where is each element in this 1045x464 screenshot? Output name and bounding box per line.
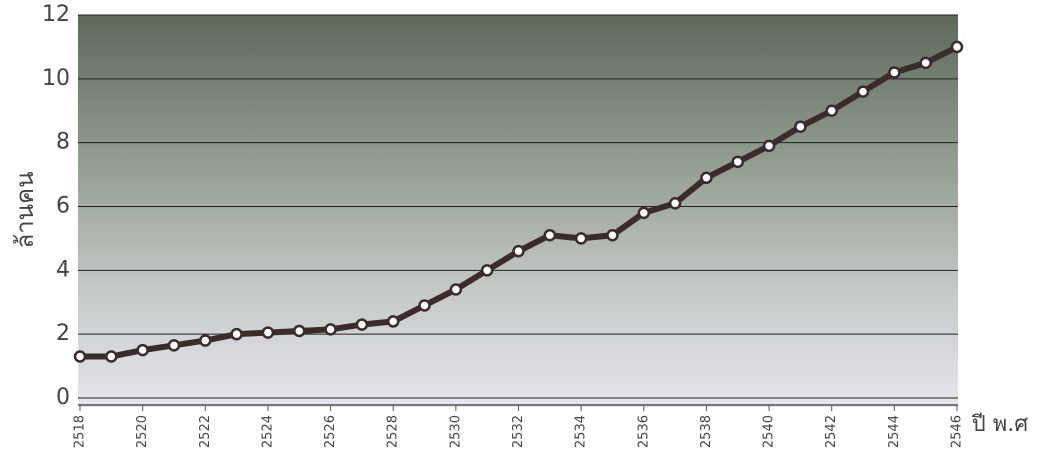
plot-area <box>78 15 958 407</box>
point <box>167 339 181 352</box>
y-tick-label: 12 <box>42 2 70 27</box>
y-tick-label: 10 <box>42 66 70 91</box>
point <box>825 104 838 117</box>
point <box>293 324 306 338</box>
x-tick-label: 2532 <box>511 415 526 448</box>
point <box>136 343 149 357</box>
y-tick-label: 6 <box>56 194 70 219</box>
x-tick-label: 2530 <box>448 415 463 448</box>
x-tick-label: 2528 <box>386 415 401 448</box>
y-tick-label: 8 <box>56 130 70 155</box>
point <box>637 206 651 220</box>
point <box>230 327 243 341</box>
x-tick-label: 2526 <box>323 415 338 448</box>
y-axis-label: ล้านคน <box>11 171 39 248</box>
point <box>888 66 901 79</box>
point <box>919 56 932 70</box>
point <box>73 350 87 363</box>
point <box>950 40 964 54</box>
point <box>543 228 557 242</box>
x-tick-label: 2534 <box>574 415 589 448</box>
x-tick-label: 2520 <box>135 415 150 448</box>
point <box>105 350 118 363</box>
point <box>324 323 337 336</box>
point <box>668 197 682 210</box>
point <box>355 318 369 331</box>
x-tick-label: 2540 <box>762 415 777 448</box>
point <box>794 120 807 133</box>
x-tick-label: 2542 <box>824 415 839 448</box>
point <box>386 315 400 328</box>
point <box>731 155 744 169</box>
point <box>261 326 275 339</box>
point <box>449 283 463 296</box>
x-tick-label: 2544 <box>887 415 902 448</box>
point <box>574 232 588 245</box>
y-tick-label: 0 <box>56 385 70 410</box>
x-tick-label: 2546 <box>950 415 965 448</box>
point <box>199 334 212 347</box>
point <box>762 139 776 153</box>
y-tick-label: 4 <box>56 257 70 282</box>
x-tick-label: 2522 <box>198 415 213 448</box>
point <box>480 264 494 277</box>
point <box>606 228 619 242</box>
x-tick-label: 2538 <box>699 415 714 448</box>
x-tick-label: 2518 <box>73 415 88 448</box>
point <box>418 299 431 312</box>
x-tick-label: 2524 <box>260 415 275 448</box>
y-tick-label: 2 <box>56 321 70 346</box>
x-tick-label: 2536 <box>636 415 651 448</box>
point <box>856 85 870 98</box>
point <box>700 171 713 185</box>
point <box>512 244 525 258</box>
x-axis-label: ปี พ.ศ <box>971 412 1029 437</box>
